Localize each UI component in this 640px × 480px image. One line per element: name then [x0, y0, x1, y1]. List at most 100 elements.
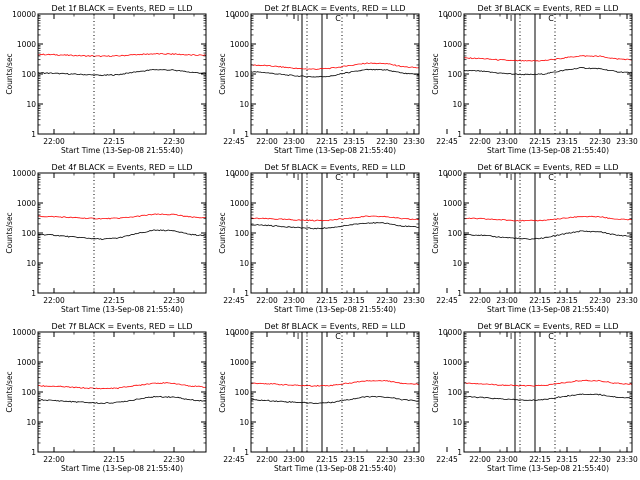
- y-tick-label: 1000: [230, 358, 249, 367]
- x-tick-label: 23:15: [343, 455, 365, 464]
- x-tick-label: 22:00: [469, 137, 491, 146]
- x-tick-label: 22:00: [43, 296, 65, 305]
- y-tick-label: 100: [22, 388, 37, 397]
- x-tick-label: 22:15: [529, 296, 551, 305]
- x-axis-label: Start Time (13-Sep-08 21:55:40): [487, 464, 609, 473]
- marker-label: C: [335, 173, 341, 182]
- y-tick-label: 100: [235, 229, 250, 238]
- y-tick-label: 10: [26, 100, 36, 109]
- x-tick-label: 22:00: [256, 455, 278, 464]
- lld-series-line: [251, 215, 419, 222]
- y-tick-label: 10000: [225, 328, 249, 337]
- x-tick-label: 22:45: [223, 455, 245, 464]
- series-group: [251, 62, 419, 78]
- marker-label: C: [548, 173, 554, 182]
- x-tick-label: 22:30: [376, 137, 398, 146]
- y-axis-label: Counts/sec: [218, 371, 227, 412]
- y-axis-label: Counts/sec: [5, 212, 14, 253]
- x-tick-label: 22:15: [316, 455, 338, 464]
- x-tick-label: 22:15: [316, 296, 338, 305]
- lld-series-line: [464, 215, 632, 222]
- lld-series-line: [251, 379, 419, 387]
- events-series-line: [38, 69, 206, 77]
- y-tick-label: 100: [22, 70, 37, 79]
- events-series-line: [251, 395, 419, 405]
- y-tick-label: 1: [457, 289, 462, 298]
- y-tick-label: 1000: [443, 199, 462, 208]
- y-tick-label: 10: [239, 418, 249, 427]
- y-tick-label: 10000: [12, 169, 36, 178]
- y-tick-label: 1: [457, 130, 462, 139]
- y-tick-label: 10: [452, 259, 462, 268]
- events-series-line: [251, 222, 419, 230]
- marker-label: I: [510, 173, 512, 182]
- y-tick-label: 1: [457, 448, 462, 457]
- y-tick-label: 10: [239, 100, 249, 109]
- y-tick-label: 10000: [225, 10, 249, 19]
- series-group: [464, 215, 632, 240]
- y-tick-label: 1: [31, 448, 36, 457]
- x-tick-label: 22:30: [376, 455, 398, 464]
- events-series-line: [464, 230, 632, 240]
- x-axis-label: Start Time (13-Sep-08 21:55:40): [487, 305, 609, 314]
- y-tick-label: 10000: [12, 328, 36, 337]
- y-tick-label: 100: [448, 229, 463, 238]
- x-axis-label: Start Time (13-Sep-08 21:55:40): [61, 464, 183, 473]
- panel-title: Det 9f BLACK = Events, RED = LLD: [477, 322, 618, 331]
- marker-label: C: [335, 332, 341, 341]
- x-tick-label: 22:45: [436, 455, 458, 464]
- series-group: [464, 379, 632, 401]
- y-axis-label: Counts/sec: [5, 371, 14, 412]
- y-tick-label: 1000: [230, 40, 249, 49]
- series-group: [38, 213, 206, 241]
- y-tick-label: 10000: [438, 10, 462, 19]
- x-tick-label: 23:15: [556, 296, 578, 305]
- y-tick-label: 1: [31, 289, 36, 298]
- series-group: [38, 53, 206, 77]
- x-tick-label: 23:15: [556, 455, 578, 464]
- x-tick-label: 22:30: [589, 296, 611, 305]
- x-tick-label: 22:00: [469, 296, 491, 305]
- panel-title: Det 8f BLACK = Events, RED = LLD: [264, 322, 405, 331]
- marker-label: I: [510, 14, 512, 23]
- panel-title: Det 7f BLACK = Events, RED = LLD: [51, 322, 192, 331]
- x-tick-label: 22:15: [316, 137, 338, 146]
- x-tick-label: 22:00: [469, 455, 491, 464]
- events-series-line: [464, 66, 632, 76]
- panel-title: Det 6f BLACK = Events, RED = LLD: [477, 163, 618, 172]
- x-axis-label: Start Time (13-Sep-08 21:55:40): [274, 305, 396, 314]
- detector-panel: Det 7f BLACK = Events, RED = LLD I C 1 10 100…: [5, 322, 425, 473]
- y-axis-label: Counts/sec: [218, 53, 227, 94]
- y-axis-label: Counts/sec: [218, 212, 227, 253]
- x-tick-label: 23:00: [283, 455, 305, 464]
- series-group: [251, 379, 419, 405]
- x-tick-label: 23:30: [616, 455, 638, 464]
- panel-title: Det 1f BLACK = Events, RED = LLD: [51, 4, 192, 13]
- y-tick-label: 10: [452, 100, 462, 109]
- x-axis-label: Start Time (13-Sep-08 21:55:40): [274, 146, 396, 155]
- series-group: [464, 55, 632, 76]
- lld-series-line: [38, 53, 206, 58]
- x-tick-label: 23:15: [343, 137, 365, 146]
- y-tick-label: 1000: [230, 199, 249, 208]
- y-axis-label: Counts/sec: [431, 53, 440, 94]
- y-axis-label: Counts/sec: [5, 53, 14, 94]
- y-tick-label: 10: [26, 418, 36, 427]
- events-series-line: [38, 229, 206, 241]
- y-tick-label: 1000: [443, 40, 462, 49]
- panel-title: Det 3f BLACK = Events, RED = LLD: [477, 4, 618, 13]
- y-tick-label: 10: [26, 259, 36, 268]
- y-tick-label: 100: [235, 388, 250, 397]
- x-tick-label: 22:45: [436, 296, 458, 305]
- x-tick-label: 23:00: [496, 137, 518, 146]
- events-series-line: [38, 395, 206, 404]
- marker-label: C: [548, 14, 554, 23]
- detector-panel: Det 1f BLACK = Events, RED = LLD I C 1 10 100…: [5, 4, 425, 155]
- y-tick-label: 100: [448, 388, 463, 397]
